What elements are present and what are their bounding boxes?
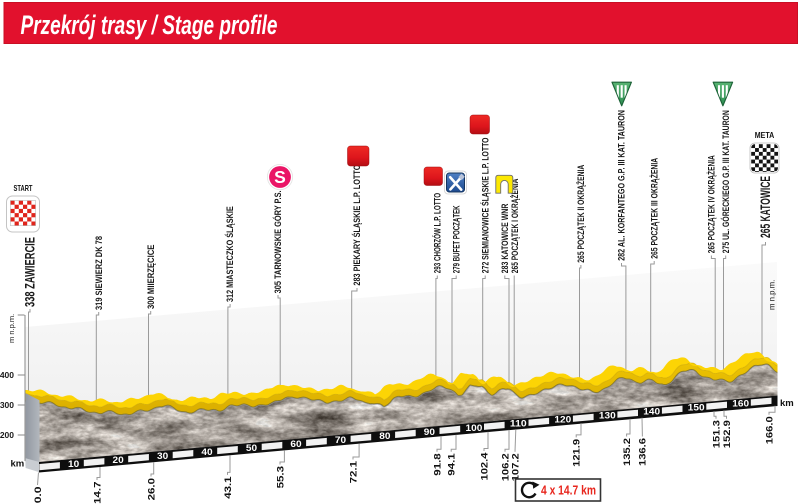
- svg-text:72.1: 72.1: [348, 461, 358, 483]
- svg-text:265 KATOWICE: 265 KATOWICE: [758, 176, 773, 238]
- svg-text:300 MIIERZĘCICE: 300 MIIERZĘCICE: [146, 245, 156, 309]
- svg-text:283 PIEKARY ŚLĄSKIE L.P. LOTTO: 283 PIEKARY ŚLĄSKIE L.P. LOTTO: [351, 165, 362, 286]
- svg-text:279 BUFET POCZĄTEK: 279 BUFET POCZĄTEK: [451, 205, 461, 273]
- svg-text:110: 110: [510, 419, 527, 429]
- svg-text:265 POCZĄTEK IV OKRĄŻENIA: 265 POCZĄTEK IV OKRĄŻENIA: [707, 155, 717, 253]
- svg-text:50: 50: [246, 443, 257, 453]
- svg-text:10: 10: [68, 459, 79, 469]
- svg-text:30: 30: [157, 451, 168, 461]
- svg-text:43.1: 43.1: [223, 476, 233, 498]
- svg-text:m n.p.m.: m n.p.m.: [768, 280, 777, 310]
- svg-text:26.0: 26.0: [146, 478, 156, 500]
- svg-text:305 TARNOWSKIE GÓRY P.S.: 305 TARNOWSKIE GÓRY P.S.: [272, 190, 283, 293]
- svg-text:300: 300: [0, 400, 14, 410]
- svg-text:14.7: 14.7: [92, 482, 102, 504]
- svg-text:Przekrój trasy / Stage profile: Przekrój trasy / Stage profile: [21, 10, 278, 40]
- svg-text:70: 70: [335, 435, 346, 445]
- svg-text:151.3: 151.3: [711, 420, 721, 448]
- svg-text:150: 150: [688, 403, 705, 413]
- svg-text:START: START: [14, 183, 34, 193]
- svg-text:40: 40: [201, 447, 212, 457]
- svg-text:106.2: 106.2: [500, 453, 510, 481]
- svg-text:120: 120: [554, 415, 571, 425]
- svg-text:121.9: 121.9: [572, 439, 582, 467]
- svg-text:136.6: 136.6: [638, 438, 648, 466]
- svg-text:166.0: 166.0: [764, 416, 774, 444]
- svg-text:282 AL. KORFANTEGO G.P. III KA: 282 AL. KORFANTEGO G.P. III KAT. TAURON: [617, 110, 627, 261]
- svg-text:91.8: 91.8: [432, 453, 442, 475]
- svg-text:272 SIEMIANOWICE ŚLĄSKIE L.P.: 272 SIEMIANOWICE ŚLĄSKIE L.P. LOTTO: [479, 138, 490, 274]
- svg-text:20: 20: [113, 455, 124, 465]
- svg-text:60: 60: [290, 439, 301, 449]
- svg-text:55.3: 55.3: [275, 466, 285, 488]
- svg-text:160: 160: [732, 399, 749, 409]
- svg-text:94.1: 94.1: [447, 453, 457, 475]
- svg-text:312 MIASTECZKO ŚLĄSKIE: 312 MIASTECZKO ŚLĄSKIE: [224, 206, 235, 302]
- svg-text:0.0: 0.0: [33, 487, 43, 504]
- svg-text:265 POCZĄTEK I OKRĄŻENIA: 265 POCZĄTEK I OKRĄŻENIA: [510, 178, 520, 273]
- svg-text:283 KATOWICE WNR: 283 KATOWICE WNR: [500, 203, 510, 273]
- svg-text:100: 100: [466, 423, 483, 433]
- svg-text:140: 140: [643, 407, 660, 417]
- svg-text:km: km: [780, 398, 794, 409]
- svg-text:90: 90: [424, 427, 435, 437]
- svg-text:400: 400: [0, 370, 14, 380]
- svg-text:80: 80: [379, 431, 390, 441]
- svg-text:S: S: [274, 167, 286, 187]
- svg-text:152.9: 152.9: [722, 420, 732, 448]
- svg-text:275 UL. GÓRECKIEGO G.P. III KA: 275 UL. GÓRECKIEGO G.P. III KAT. TAURON: [720, 110, 731, 253]
- svg-text:META: META: [755, 130, 775, 140]
- svg-text:130: 130: [599, 411, 616, 421]
- svg-text:102.4: 102.4: [479, 453, 489, 481]
- svg-text:4 x 14.7 km: 4 x 14.7 km: [541, 483, 596, 498]
- svg-text:319 SIEWIERZ DK 78: 319 SIEWIERZ DK 78: [94, 236, 104, 310]
- svg-text:265 POCZĄTEK III OKRĄŻENIA: 265 POCZĄTEK III OKRĄŻENIA: [649, 157, 659, 258]
- svg-text:m n.p.m.: m n.p.m.: [7, 314, 16, 343]
- svg-text:338 ZAWIERCIE: 338 ZAWIERCIE: [23, 237, 38, 307]
- svg-text:265 POCZĄTEK II OKRĄŻENIA: 265 POCZĄTEK II OKRĄŻENIA: [576, 164, 586, 262]
- svg-text:293 CHORZÓW L.P. LOTTO: 293 CHORZÓW L.P. LOTTO: [431, 193, 442, 273]
- svg-text:135.2: 135.2: [622, 438, 632, 466]
- svg-text:200: 200: [0, 430, 14, 440]
- svg-text:km: km: [11, 459, 25, 470]
- svg-text:107.2: 107.2: [510, 453, 520, 481]
